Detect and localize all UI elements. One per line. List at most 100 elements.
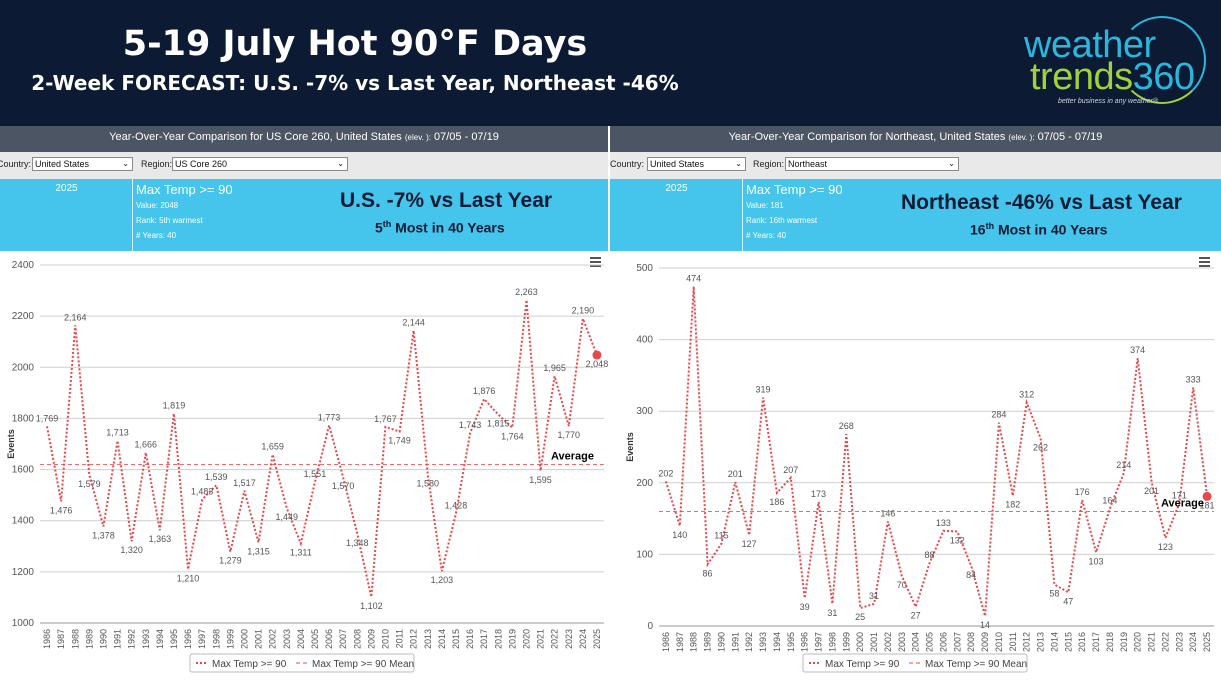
y-axis-label: Events [6,429,16,459]
x-tick-label: 1994 [772,632,782,652]
x-tick-label: 1989 [703,632,713,652]
x-tick-label: 1993 [758,632,768,652]
x-tick-label: 1987 [675,632,685,652]
x-tick-label: 2015 [451,629,461,649]
filter-bar: Country: United States ⌄ Region: Northeas… [610,152,1221,179]
y-tick-label: 1200 [12,567,35,578]
data-label: 1,363 [149,534,172,544]
logo-ring-icon [1118,16,1206,104]
data-label: 1,203 [431,575,454,585]
country-select[interactable]: United States ⌄ [647,157,746,171]
data-label: 474 [686,274,701,284]
region-label: Region: [141,159,173,169]
x-tick-label: 2005 [925,632,935,652]
data-label: 1,819 [163,401,186,411]
x-tick-label: 1991 [113,629,123,649]
x-tick-label: 1999 [841,632,851,652]
y-tick-label: 100 [636,549,653,560]
data-label: 1,666 [134,440,157,450]
x-tick-label: 1992 [127,629,137,649]
x-tick-label: 2000 [855,632,865,652]
data-label: 164 [1102,496,1117,506]
x-tick-label: 1998 [211,629,221,649]
data-label: 70 [897,580,907,590]
legend-label-mean: Max Temp >= 90 Mean [925,659,1027,670]
divider [742,179,743,251]
x-tick-label: 1990 [98,629,108,649]
data-point-2025 [1202,491,1212,501]
y-tick-label: 2400 [12,260,35,271]
x-tick-label: 1993 [141,629,151,649]
data-label: 1,770 [557,430,580,440]
data-label: 140 [672,530,687,540]
x-tick-label: 2010 [994,632,1004,652]
x-tick-label: 2014 [437,629,447,649]
x-tick-label: 2022 [1160,632,1170,652]
data-label: 115 [714,531,728,541]
data-label: 171 [1172,491,1187,501]
metric-name: Max Temp >= 90 [136,182,233,197]
series-line [46,299,598,598]
data-label: 2,263 [515,287,538,297]
x-tick-label: 2013 [423,629,433,649]
data-label: 31 [827,608,837,618]
x-tick-label: 2009 [366,629,376,649]
hamburger-menu-icon[interactable] [1199,257,1210,269]
data-label: 1,210 [177,573,200,583]
data-label: 182 [1005,500,1020,510]
panel-heading: Year-Over-Year Comparison for US Core 26… [0,126,608,152]
logo-tagline: better business in any weather® [1058,98,1159,105]
region-select[interactable]: US Core 260 ⌄ [172,157,348,171]
series-line [664,286,1209,617]
x-tick-label: 1998 [827,632,837,652]
metric-rank: Rank: 16th warmest [746,216,818,225]
us-line-chart: 1000 1200 1400 1600 1800 2000 2200 2400 Events 19… [6,260,608,673]
x-tick-label: 2009 [980,632,990,652]
year-label: 2025 [55,183,78,194]
x-tick-label: 1990 [716,632,726,652]
x-tick-label: 1995 [169,629,179,649]
y-tick-label: 2200 [12,311,35,322]
x-tick-label: 2018 [493,629,503,649]
y-axis-label: Events [625,432,635,462]
data-label: 1,483 [191,486,214,496]
x-tick-label: 2006 [324,629,334,649]
data-label: 214 [1116,460,1131,470]
data-label: 319 [756,385,771,395]
divider [132,179,133,251]
chevron-down-icon: ⌄ [122,159,129,168]
x-tick-label: 1988 [70,629,80,649]
legend-box [802,653,1028,673]
chevron-down-icon: ⌄ [948,159,955,168]
x-tick-label: 2011 [395,629,405,648]
hamburger-menu-icon[interactable] [590,257,601,269]
y-tick-label: 300 [636,406,653,417]
data-label: 88 [925,550,935,560]
x-tick-label: 1986 [42,629,52,649]
x-tick-label: 2022 [550,629,560,649]
x-tick-label: 1994 [155,629,165,649]
x-tick-label: 1987 [56,629,66,649]
data-label: 1,749 [388,435,411,445]
x-tick-label: 2014 [1049,632,1059,652]
data-label: 173 [811,489,826,499]
data-label: 2,144 [402,317,425,327]
data-label: 1,449 [275,512,298,522]
country-label: Country: [0,159,32,169]
data-label: 127 [742,539,757,549]
data-label: 1,311 [290,547,312,557]
country-label: Country: [610,159,645,169]
x-tick-label: 2012 [409,629,419,649]
y-tick-label: 400 [636,335,653,346]
x-tick-label: 2021 [1147,632,1157,652]
data-label: 201 [1144,486,1159,496]
x-tick-label: 2003 [282,629,292,649]
country-select[interactable]: United States ⌄ [32,157,133,171]
info-band: 2025 Max Temp >= 90 Value: 2048 Rank: 5t… [0,179,608,251]
x-tick-label: 2019 [1119,632,1129,652]
data-label: 2,164 [64,312,87,322]
region-select[interactable]: Northeast ⌄ [785,157,959,171]
data-label: 333 [1186,375,1201,385]
x-tick-label: 2000 [239,629,249,649]
us-panel: Year-Over-Year Comparison for US Core 26… [0,126,608,682]
